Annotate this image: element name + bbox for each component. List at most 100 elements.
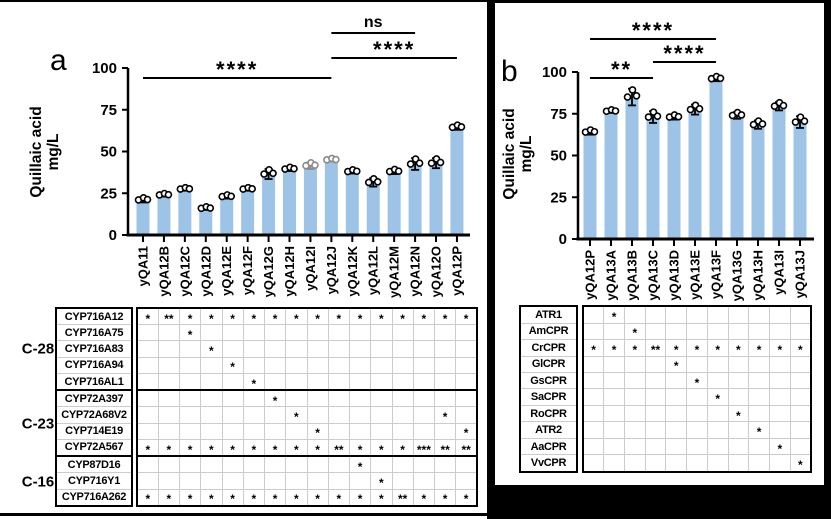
copy-mark-cell-CYP72A68V2-yQA12O: *	[433, 406, 457, 424]
copy-mark-cell-CYP716Y1-yQA11	[136, 472, 159, 490]
data-point	[406, 160, 415, 168]
copy-mark-cell-ATR1-yQA13J	[789, 305, 812, 324]
x-tick-label-yQA12I: yQA12I	[303, 246, 318, 291]
x-tick-label-yQA12L: yQA12L	[366, 246, 381, 295]
copy-mark-cell-CrCPR-yQA13D: *	[665, 339, 688, 357]
matrix-row-CrCPR: * * * ** * * * * * * *	[582, 339, 812, 357]
copy-mark-cell-ATR1-yQA13H	[748, 305, 770, 324]
copy-mark-cell-AmCPR-yQA13G	[727, 322, 750, 341]
bar-yQA13I	[772, 106, 786, 239]
copy-mark-cell-CYP716A75-yQA12I	[306, 324, 329, 342]
data-point	[770, 102, 779, 111]
copy-mark-cell-CYP716A12-yQA12H: *	[285, 307, 308, 326]
data-point	[436, 158, 445, 167]
copy-mark-cell-AmCPR-yQA13D	[665, 322, 688, 341]
copy-mark-cell-CYP716A94-yQA12J	[327, 356, 351, 374]
copy-mark-cell-AmCPR-yQA13C	[644, 322, 667, 341]
copy-mark-cell-CYP716A83-yQA12F	[242, 340, 266, 358]
data-point	[758, 120, 767, 128]
x-tick-label-yQA13I: yQA13I	[772, 250, 787, 295]
copy-mark-cell-CYP716AL1-yQA12B	[157, 372, 181, 391]
enzyme-label-ATR1: ATR1	[519, 305, 578, 324]
copy-mark-cell-CYP714E19-yQA12D	[200, 422, 223, 440]
copy-mark-cell-CYP716A262-yQA12C: *	[178, 488, 202, 507]
bar-yQA12I	[303, 165, 317, 235]
copy-mark-cell-AmCPR-yQA13F	[706, 322, 729, 341]
copy-mark-cell-CYP87D16-yQA12G	[263, 455, 287, 474]
copy-mark-cell-CYP716A12-yQA12F: *	[242, 307, 266, 326]
copy-mark-cell-AaCPR-yQA13B	[623, 437, 646, 456]
copy-mark-cell-CYP716A94-yQA12P	[455, 356, 478, 374]
copy-mark-cell-AaCPR-yQA13C	[644, 437, 667, 456]
x-tick-label-yQA13D: yQA13D	[667, 250, 682, 301]
copy-mark-cell-CYP716A75-yQA12J	[327, 324, 351, 342]
x-tick-label-yQA13C: yQA13C	[646, 249, 661, 300]
copy-mark-cell-CYP716A75-yQA12K	[348, 324, 372, 342]
table-a-labels: CYP716A12 CYP716A75 CYP716A83 CYP716A94 CYP7…	[55, 307, 133, 507]
data-point	[628, 86, 637, 94]
copy-mark-cell-CYP716A94-yQA12E: *	[221, 356, 244, 374]
data-point	[749, 120, 758, 129]
enzyme-label-ATR2: ATR2	[519, 421, 578, 439]
copy-mark-cell-CYP716A94-yQA12N	[412, 356, 436, 374]
copy-mark-cell-AaCPR-yQA13J	[789, 437, 812, 456]
enzyme-label-CYP87D16: CYP87D16	[55, 455, 133, 474]
copy-mark-cell-ATR2-yQA13F	[706, 421, 729, 439]
copy-mark-cell-CYP716AL1-yQA12D	[200, 372, 223, 391]
matrix-row-CYP72A68V2: * *	[136, 406, 478, 424]
copy-mark-cell-CYP72A397-yQA12C	[178, 389, 202, 408]
x-tick-label-yQA12N: yQA12N	[408, 246, 423, 297]
copy-mark-cell-CYP72A68V2-yQA12F	[242, 406, 266, 424]
copy-mark-cell-CYP72A567-yQA12F: *	[242, 438, 266, 457]
copy-mark-cell-CYP716A83-yQA12N	[412, 340, 436, 358]
y-axis-title: Quillaic acid	[28, 106, 45, 197]
matrix-row-CYP87D16: *	[136, 455, 478, 474]
copy-mark-cell-CYP72A397-yQA12M	[391, 389, 414, 408]
enzyme-label-CYP714E19: CYP714E19	[55, 422, 133, 440]
copy-mark-cell-CYP716A83-yQA12J	[327, 340, 351, 358]
copy-mark-cell-VvCPR-yQA13J: *	[789, 454, 812, 473]
copy-mark-cell-AaCPR-yQA13G	[727, 437, 750, 456]
bar-yQA13H	[751, 124, 765, 239]
copy-mark-cell-ATR1-yQA13C	[644, 305, 667, 324]
copy-mark-cell-CYP716A94-yQA11	[136, 356, 159, 374]
copy-mark-cell-CYP716A12-yQA12B: **	[157, 307, 181, 326]
enzyme-label-CYP716A262: CYP716A262	[55, 488, 133, 507]
copy-mark-cell-CrCPR-yQA13H: *	[748, 339, 770, 357]
copy-mark-cell-VvCPR-yQA13C	[644, 454, 667, 473]
copy-mark-cell-RoCPR-yQA13D	[665, 404, 688, 423]
copy-mark-cell-GsCPR-yQA13C	[644, 371, 667, 390]
copy-mark-cell-CYP87D16-yQA12B	[157, 455, 181, 474]
copy-mark-cell-CYP716A262-yQA12M: **	[391, 488, 414, 507]
copy-mark-cell-CYP72A567-yQA12C: *	[178, 438, 202, 457]
enzyme-label-GlCPR: GlCPR	[519, 355, 578, 374]
group-label-c28: C-28	[21, 340, 55, 358]
copy-mark-cell-CYP716A12-yQA12L: *	[370, 307, 393, 326]
data-point	[644, 113, 653, 121]
enzyme-label-SaCPR: SaCPR	[519, 388, 578, 406]
data-point	[590, 127, 599, 136]
copy-mark-cell-CYP716A75-yQA12M	[391, 324, 414, 342]
copy-mark-cell-VvCPR-yQA13I	[768, 454, 791, 473]
copy-mark-cell-AmCPR-yQA13H	[748, 322, 770, 341]
matrix-row-VvCPR: *	[582, 454, 812, 473]
copy-mark-cell-CYP87D16-yQA12H	[285, 455, 308, 474]
copy-mark-cell-CYP716A262-yQA12D: *	[200, 488, 223, 507]
y-tick-label: 100	[542, 64, 567, 81]
copy-mark-cell-CYP716AL1-yQA12M	[391, 372, 414, 391]
copy-mark-cell-CYP716Y1-yQA12E	[221, 472, 244, 490]
copy-mark-cell-ATR2-yQA12P	[582, 421, 605, 439]
copy-mark-cell-CYP72A567-yQA12B: *	[157, 438, 181, 457]
copy-mark-cell-CYP716A12-yQA12C: *	[178, 307, 202, 326]
copy-mark-cell-CYP72A397-yQA12B	[157, 389, 181, 408]
y-tick-label: 0	[109, 227, 117, 244]
copy-mark-cell-CYP87D16-yQA12K: *	[348, 455, 372, 474]
x-tick-label-yQA12B: yQA12B	[156, 246, 171, 297]
copy-mark-cell-CrCPR-yQA13G: *	[727, 339, 750, 357]
enzyme-label-CYP72A397: CYP72A397	[55, 389, 133, 408]
copy-mark-cell-CYP716A94-yQA12B	[157, 356, 181, 374]
copy-mark-cell-CYP716A83-yQA11	[136, 340, 159, 358]
copy-mark-cell-SaCPR-yQA13H	[748, 388, 770, 406]
